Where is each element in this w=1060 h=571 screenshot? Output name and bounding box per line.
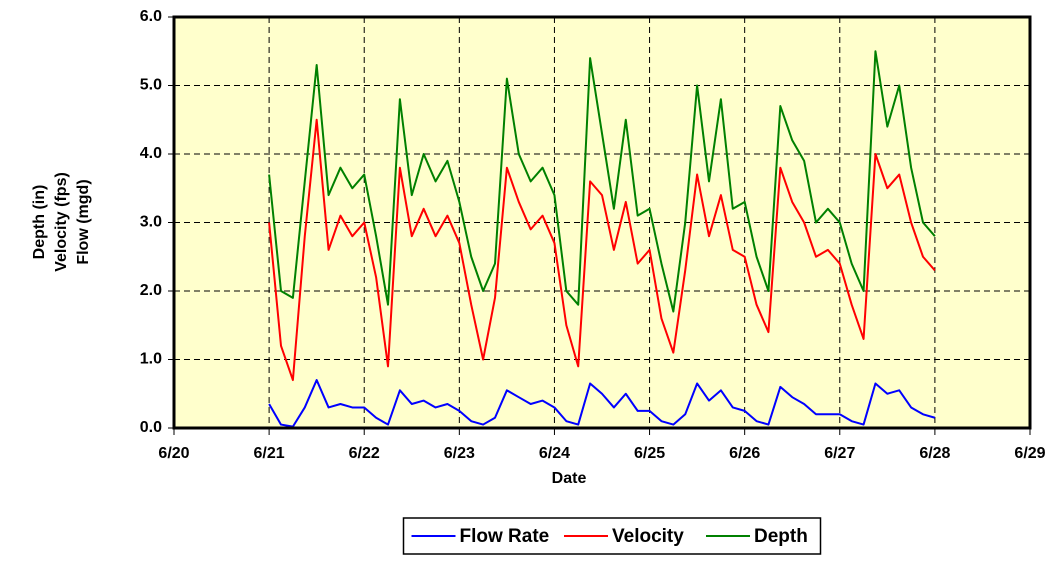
y-tick-label: 0.0	[140, 419, 162, 436]
series-line	[268, 118, 936, 382]
y-tick-label: 5.0	[140, 77, 162, 94]
x-tick-label: 6/20	[158, 445, 189, 462]
x-tick-label: 6/26	[729, 445, 760, 462]
x-tick-label: 6/23	[444, 445, 475, 462]
x-tick-label: 6/21	[254, 445, 285, 462]
legend-label: Depth	[754, 526, 808, 547]
legend-label: Flow Rate	[460, 526, 550, 547]
plot-background	[174, 17, 1030, 428]
x-tick-label: 6/29	[1014, 445, 1045, 462]
y-tick-label: 2.0	[140, 282, 162, 299]
y-axis-label: Depth (in) Velocity (fps) Flow (mgd)	[31, 172, 92, 272]
y-axis-label-line: Depth (in)	[31, 185, 48, 260]
x-axis-label: Date	[552, 470, 587, 487]
y-axis-label-line: Flow (mgd)	[75, 179, 92, 264]
legend: Flow Rate Velocity Depth	[402, 517, 822, 555]
x-tick-label: 6/25	[634, 445, 665, 462]
legend-box	[402, 517, 822, 555]
y-tick-label: 3.0	[140, 214, 162, 231]
y-axis-label-line: Velocity (fps)	[53, 172, 70, 272]
series-line	[268, 50, 936, 313]
x-tick-label: 6/24	[539, 445, 570, 462]
x-tick-label: 6/27	[824, 445, 855, 462]
y-tick-label: 1.0	[140, 351, 162, 368]
legend-label: Velocity	[612, 526, 684, 547]
y-tick-label: 4.0	[140, 145, 162, 162]
x-tick-label: 6/28	[919, 445, 950, 462]
series-line	[268, 379, 936, 428]
y-tick-label: 6.0	[140, 8, 162, 25]
x-tick-label: 6/22	[349, 445, 380, 462]
plot-frame	[172, 15, 1032, 430]
